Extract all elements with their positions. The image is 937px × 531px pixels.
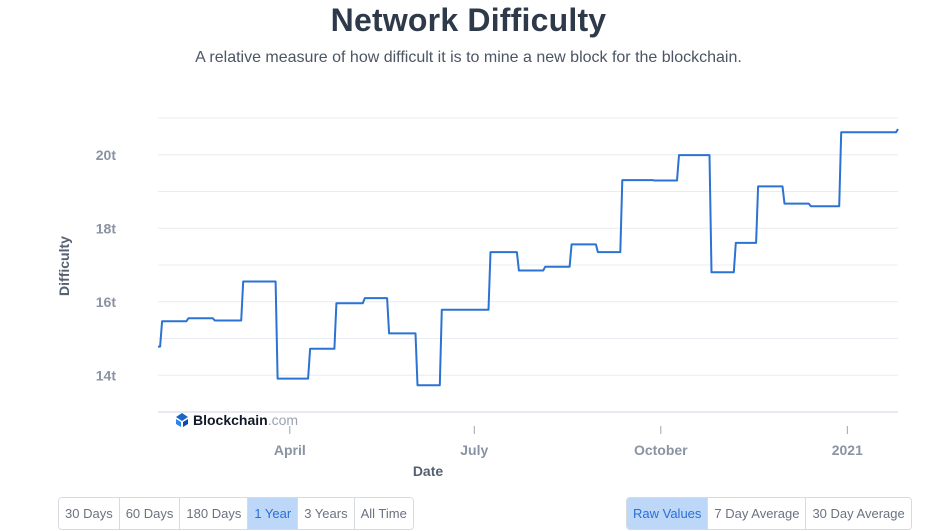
range-30-days-button[interactable]: 30 Days [59, 498, 120, 529]
watermark-brand: Blockchain [193, 412, 268, 428]
blockchain-logo-icon-right [183, 419, 188, 427]
range-180-days-button[interactable]: 180 Days [180, 498, 249, 529]
x-tick-label: April [274, 442, 306, 458]
blockchain-logo-icon [176, 413, 188, 421]
range-all-time-button[interactable]: All Time [354, 498, 413, 529]
y-tick-label: 14t [96, 367, 117, 383]
value-mode-selector: Raw Values 7 Day Average 30 Day Average [626, 497, 912, 530]
y-tick-label: 20t [96, 147, 117, 163]
x-tick-label: July [460, 442, 488, 458]
7-day-average-button[interactable]: 7 Day Average [708, 498, 807, 529]
raw-values-button[interactable]: Raw Values [627, 498, 709, 529]
y-tick-label: 18t [96, 220, 117, 236]
watermark-suffix: .com [268, 412, 298, 428]
page-subtitle: A relative measure of how difficult it i… [195, 49, 742, 66]
x-axis-title: Date [413, 463, 444, 479]
range-60-days-button[interactable]: 60 Days [119, 498, 181, 529]
y-axis-title: Difficulty [56, 236, 72, 296]
watermark-text: Blockchain.com [193, 412, 298, 428]
time-range-selector: 30 Days 60 Days 180 Days 1 Year 3 Years … [58, 497, 414, 530]
blockchain-logo-icon-left [176, 419, 181, 427]
30-day-average-button[interactable]: 30 Day Average [806, 498, 911, 529]
range-3-years-button[interactable]: 3 Years [298, 498, 355, 529]
x-tick-label: 2021 [832, 442, 863, 458]
series-line-0 [158, 128, 899, 387]
x-tick-label: October [634, 442, 688, 458]
page-title: Network Difficulty [330, 2, 607, 38]
y-tick-label: 16t [96, 294, 117, 310]
range-1-year-button[interactable]: 1 Year [248, 498, 299, 529]
